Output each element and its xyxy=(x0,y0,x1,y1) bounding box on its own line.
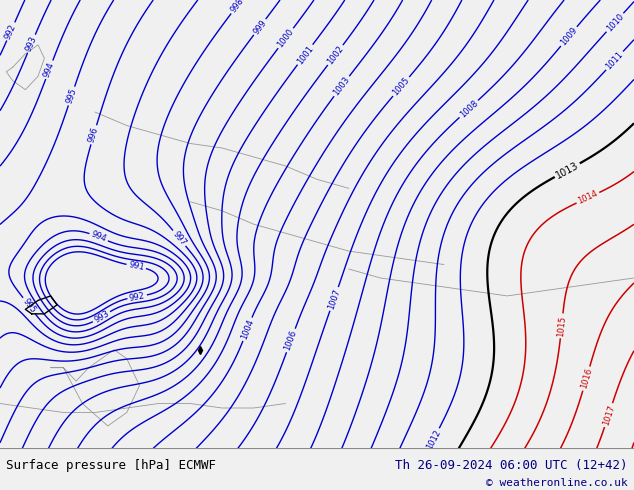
Text: 1002: 1002 xyxy=(325,44,346,66)
Text: 998: 998 xyxy=(229,0,245,15)
Text: 1000: 1000 xyxy=(276,27,295,49)
Text: 997: 997 xyxy=(171,229,188,247)
Text: 999: 999 xyxy=(252,18,268,36)
Text: 1011: 1011 xyxy=(604,50,625,72)
Text: © weatheronline.co.uk: © weatheronline.co.uk xyxy=(486,478,628,488)
Text: 1003: 1003 xyxy=(332,75,352,98)
Text: 1007: 1007 xyxy=(327,288,342,310)
Text: 995: 995 xyxy=(21,296,37,315)
Text: 1013: 1013 xyxy=(554,160,580,180)
Text: 1008: 1008 xyxy=(458,98,479,120)
Text: 994: 994 xyxy=(89,230,108,244)
Text: 1016: 1016 xyxy=(579,367,593,390)
Text: 1010: 1010 xyxy=(604,12,625,33)
Text: 993: 993 xyxy=(93,309,111,325)
Text: 1005: 1005 xyxy=(391,75,411,98)
Text: 994: 994 xyxy=(42,61,56,79)
Text: 992: 992 xyxy=(129,291,146,302)
Text: 996: 996 xyxy=(87,126,100,144)
Text: 993: 993 xyxy=(24,35,39,53)
Text: 1012: 1012 xyxy=(425,428,443,451)
Text: 1004: 1004 xyxy=(240,318,256,341)
Text: 995: 995 xyxy=(65,87,78,105)
Text: 1001: 1001 xyxy=(295,44,315,66)
Text: 1014: 1014 xyxy=(576,189,599,206)
Text: 1009: 1009 xyxy=(559,25,579,48)
Text: 1006: 1006 xyxy=(283,329,299,352)
Text: 1017: 1017 xyxy=(601,404,616,426)
Text: 992: 992 xyxy=(4,23,18,41)
Text: 1015: 1015 xyxy=(556,315,567,337)
Text: 991: 991 xyxy=(127,260,145,272)
Text: Surface pressure [hPa] ECMWF: Surface pressure [hPa] ECMWF xyxy=(6,459,216,472)
Text: Th 26-09-2024 06:00 UTC (12+42): Th 26-09-2024 06:00 UTC (12+42) xyxy=(395,459,628,472)
